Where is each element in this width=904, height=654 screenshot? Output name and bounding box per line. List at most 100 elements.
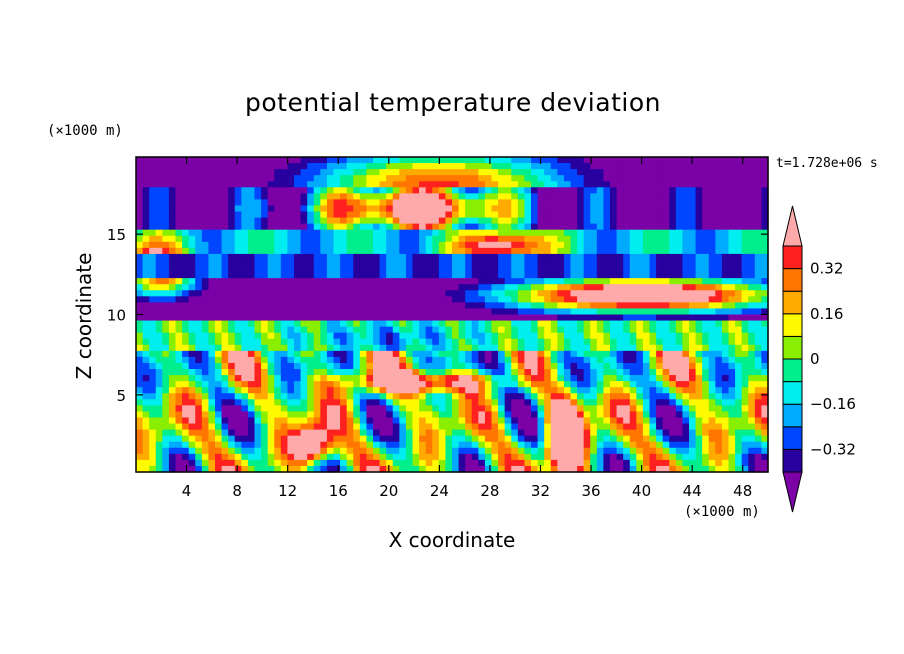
field-cell bbox=[340, 393, 348, 400]
field-cell bbox=[215, 199, 223, 207]
field-cell bbox=[524, 187, 532, 194]
field-cell bbox=[412, 314, 420, 322]
field-cell bbox=[234, 344, 242, 352]
field-cell bbox=[471, 302, 479, 310]
field-cell bbox=[241, 163, 249, 170]
field-cell bbox=[511, 441, 519, 449]
field-cell bbox=[241, 447, 249, 455]
field-cell bbox=[399, 247, 407, 255]
field-cell bbox=[656, 356, 664, 364]
field-cell bbox=[215, 235, 223, 243]
field-cell bbox=[208, 356, 216, 364]
field-cell bbox=[373, 175, 381, 182]
field-cell bbox=[458, 253, 466, 261]
field-cell bbox=[419, 193, 427, 201]
field-cell bbox=[471, 235, 479, 243]
field-cell bbox=[754, 290, 763, 297]
field-cell bbox=[274, 187, 282, 194]
field-cell bbox=[682, 393, 690, 400]
field-cell bbox=[221, 453, 229, 461]
field-cell bbox=[511, 169, 519, 176]
field-cell bbox=[188, 302, 196, 310]
field-cell bbox=[590, 266, 598, 273]
field-cell bbox=[623, 459, 631, 467]
field-cell bbox=[261, 211, 269, 219]
field-cell bbox=[188, 326, 196, 334]
field-cell bbox=[287, 332, 295, 340]
field-cell bbox=[761, 381, 769, 388]
field-cell bbox=[412, 205, 420, 213]
field-cell bbox=[656, 369, 664, 376]
field-cell bbox=[287, 441, 295, 449]
field-cell bbox=[570, 302, 578, 310]
field-cell bbox=[682, 387, 690, 394]
field-cell bbox=[583, 320, 591, 328]
field-cell bbox=[247, 175, 256, 182]
field-cell bbox=[254, 338, 262, 346]
field-cell bbox=[524, 205, 532, 213]
field-cell bbox=[728, 229, 736, 237]
field-cell bbox=[478, 441, 486, 449]
field-cell bbox=[517, 169, 526, 176]
field-cell bbox=[623, 175, 631, 182]
field-cell bbox=[675, 308, 684, 316]
field-cell bbox=[221, 205, 229, 213]
field-cell bbox=[563, 175, 572, 182]
field-cell bbox=[149, 429, 157, 437]
field-cell bbox=[373, 387, 381, 394]
field-cell bbox=[583, 344, 591, 352]
field-cell bbox=[662, 211, 670, 219]
field-cell bbox=[445, 308, 453, 316]
field-cell bbox=[294, 423, 302, 431]
field-cell bbox=[373, 266, 381, 273]
field-cell bbox=[254, 205, 262, 213]
field-cell bbox=[162, 193, 170, 201]
field-cell bbox=[300, 157, 308, 164]
field-cell bbox=[432, 175, 440, 182]
field-cell bbox=[504, 465, 512, 473]
field-cell bbox=[478, 453, 486, 461]
field-cell bbox=[379, 435, 387, 443]
field-cell bbox=[531, 393, 539, 400]
field-cell bbox=[656, 423, 664, 431]
field-cell bbox=[669, 356, 677, 364]
field-cell bbox=[557, 326, 565, 334]
field-cell bbox=[392, 393, 400, 400]
field-cell bbox=[201, 163, 210, 170]
field-cell bbox=[195, 266, 203, 273]
field-cell bbox=[708, 199, 716, 207]
field-cell bbox=[425, 229, 433, 237]
field-cell bbox=[412, 181, 420, 188]
field-cell bbox=[458, 356, 466, 364]
field-cell bbox=[550, 278, 558, 285]
field-cell bbox=[537, 157, 545, 164]
field-cell bbox=[136, 296, 144, 303]
field-cell bbox=[340, 308, 348, 316]
field-cell bbox=[649, 441, 657, 449]
field-cell bbox=[254, 290, 262, 297]
field-cell bbox=[649, 435, 657, 443]
field-cell bbox=[458, 350, 466, 358]
field-cell bbox=[432, 169, 440, 176]
field-cell bbox=[741, 181, 749, 188]
field-cell bbox=[728, 302, 736, 310]
field-cell bbox=[498, 435, 506, 443]
field-cell bbox=[728, 369, 736, 376]
field-cell bbox=[458, 399, 466, 406]
field-cell bbox=[498, 441, 506, 449]
field-cell bbox=[689, 272, 697, 279]
field-cell bbox=[610, 169, 618, 176]
field-cell bbox=[721, 356, 730, 364]
field-cell bbox=[280, 393, 289, 400]
field-cell bbox=[195, 453, 203, 461]
field-cell bbox=[333, 411, 341, 419]
field-cell bbox=[386, 350, 394, 358]
field-cell bbox=[254, 344, 262, 352]
field-cell bbox=[247, 199, 256, 207]
field-cell bbox=[274, 163, 282, 170]
field-cell bbox=[484, 278, 493, 285]
field-cell bbox=[307, 356, 315, 364]
field-cell bbox=[570, 284, 578, 291]
field-cell bbox=[550, 217, 558, 225]
field-cell bbox=[452, 441, 460, 449]
